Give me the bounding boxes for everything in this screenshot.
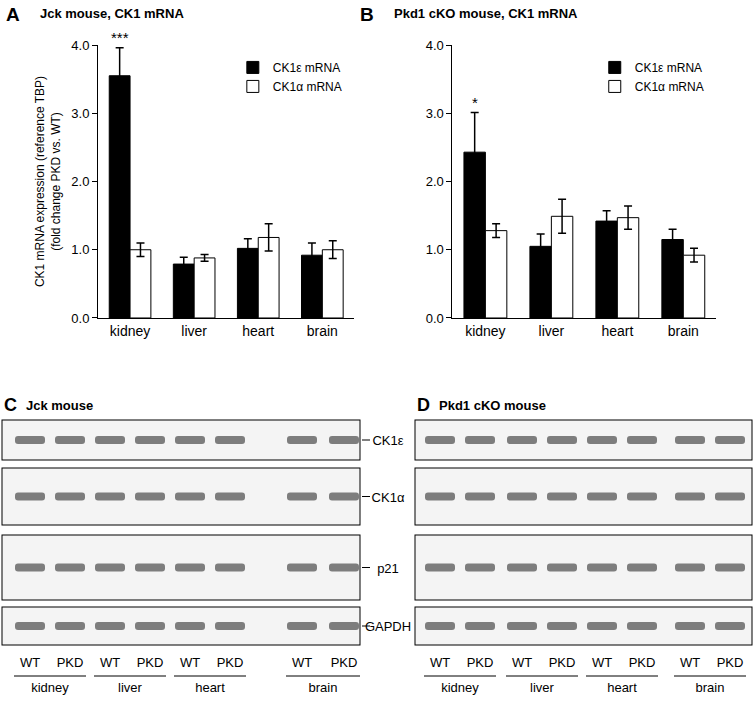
svg-text:D: D <box>417 395 430 415</box>
svg-text:WT: WT <box>292 655 312 670</box>
svg-text:kidney: kidney <box>465 323 505 339</box>
svg-text:1.0: 1.0 <box>426 242 444 257</box>
svg-text:Jck mouse: Jck mouse <box>26 398 93 413</box>
svg-text:WT: WT <box>680 655 700 670</box>
svg-text:WT: WT <box>180 655 200 670</box>
svg-text:3.0: 3.0 <box>71 106 89 121</box>
svg-text:C: C <box>4 395 17 415</box>
svg-text:CK1ε: CK1ε <box>372 433 403 448</box>
svg-text:Pkd1 cKO mouse: Pkd1 cKO mouse <box>439 398 546 413</box>
svg-text:PKD: PKD <box>331 655 358 670</box>
svg-text:WT: WT <box>592 655 612 670</box>
svg-text:kidney: kidney <box>441 680 479 695</box>
svg-text:Jck mouse, CK1 mRNA: Jck mouse, CK1 mRNA <box>40 6 184 21</box>
svg-text:brain: brain <box>668 323 699 339</box>
svg-text:p21: p21 <box>377 561 399 576</box>
svg-text:PKD: PKD <box>717 655 744 670</box>
svg-text:heart: heart <box>195 680 225 695</box>
svg-text:2.0: 2.0 <box>426 174 444 189</box>
svg-text:CK1α mRNA: CK1α mRNA <box>635 80 704 94</box>
svg-text:heart: heart <box>601 323 633 339</box>
svg-text:WT: WT <box>20 655 40 670</box>
svg-text:Pkd1 cKO mouse, CK1 mRNA: Pkd1 cKO mouse, CK1 mRNA <box>394 6 578 21</box>
svg-text:PKD: PKD <box>549 655 576 670</box>
svg-text:liver: liver <box>181 323 207 339</box>
svg-text:3.0: 3.0 <box>426 106 444 121</box>
svg-text:CK1α: CK1α <box>372 490 405 505</box>
svg-text:brain: brain <box>307 323 338 339</box>
svg-text:brain: brain <box>696 680 725 695</box>
svg-text:PKD: PKD <box>629 655 656 670</box>
svg-text:WT: WT <box>430 655 450 670</box>
svg-text:WT: WT <box>512 655 532 670</box>
svg-text:0.0: 0.0 <box>426 311 444 326</box>
svg-text:liver: liver <box>539 323 565 339</box>
svg-text:PKD: PKD <box>57 655 84 670</box>
svg-text:PKD: PKD <box>467 655 494 670</box>
svg-text:***: *** <box>111 29 129 46</box>
svg-text:B: B <box>360 4 374 25</box>
svg-text:kidney: kidney <box>110 323 150 339</box>
svg-text:brain: brain <box>309 680 338 695</box>
svg-text:liver: liver <box>530 680 555 695</box>
svg-text:CK1 mRNA expression (reference: CK1 mRNA expression (reference TBP)(fold… <box>33 76 63 287</box>
svg-text:2.0: 2.0 <box>71 174 89 189</box>
svg-text:*: * <box>472 94 478 111</box>
svg-text:CK1ε mRNA: CK1ε mRNA <box>273 61 340 75</box>
svg-text:4.0: 4.0 <box>426 38 444 53</box>
svg-text:kidney: kidney <box>31 680 69 695</box>
svg-text:liver: liver <box>118 680 143 695</box>
svg-text:4.0: 4.0 <box>71 38 89 53</box>
svg-text:heart: heart <box>242 323 274 339</box>
svg-text:PKD: PKD <box>217 655 244 670</box>
svg-text:WT: WT <box>100 655 120 670</box>
svg-text:GAPDH: GAPDH <box>365 619 411 634</box>
svg-text:PKD: PKD <box>137 655 164 670</box>
svg-text:CK1ε mRNA: CK1ε mRNA <box>635 61 702 75</box>
svg-text:CK1α mRNA: CK1α mRNA <box>273 80 342 94</box>
svg-text:A: A <box>6 4 20 25</box>
svg-text:0.0: 0.0 <box>71 311 89 326</box>
svg-text:1.0: 1.0 <box>71 242 89 257</box>
svg-text:heart: heart <box>607 680 637 695</box>
